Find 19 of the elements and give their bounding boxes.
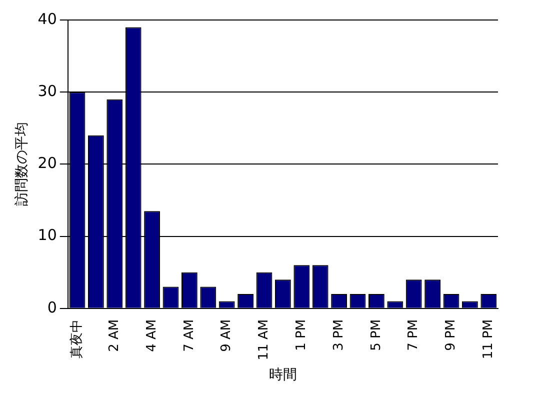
y-tick-label: 30 <box>38 82 57 100</box>
y-tick-label: 40 <box>38 10 57 28</box>
x-tick-label: 3 PM <box>331 319 346 351</box>
x-tick-label: 9 PM <box>444 319 459 351</box>
x-tick-label: 9 AM <box>219 319 234 352</box>
x-tick-label: 1 PM <box>294 319 310 351</box>
y-tick-label: 20 <box>38 154 57 172</box>
x-tick-label: 5 PM <box>368 319 384 351</box>
y-tick-label: 10 <box>38 226 57 244</box>
x-tick-label: 11 AM <box>256 319 272 360</box>
y-tick-label: 0 <box>47 298 57 316</box>
x-tick-label: 11 PM <box>481 319 496 360</box>
x-tick-label: 7 AM <box>182 319 197 352</box>
x-tick-label: 7 PM <box>406 319 422 351</box>
x-tick-label: 4 AM <box>144 319 160 352</box>
y-axis-title: 訪問数の平均 <box>14 122 30 206</box>
x-tick-label: 真夜中 <box>68 319 85 358</box>
x-tick-label: 2 AM <box>107 319 122 352</box>
x-axis-title: 時間 <box>268 367 297 384</box>
